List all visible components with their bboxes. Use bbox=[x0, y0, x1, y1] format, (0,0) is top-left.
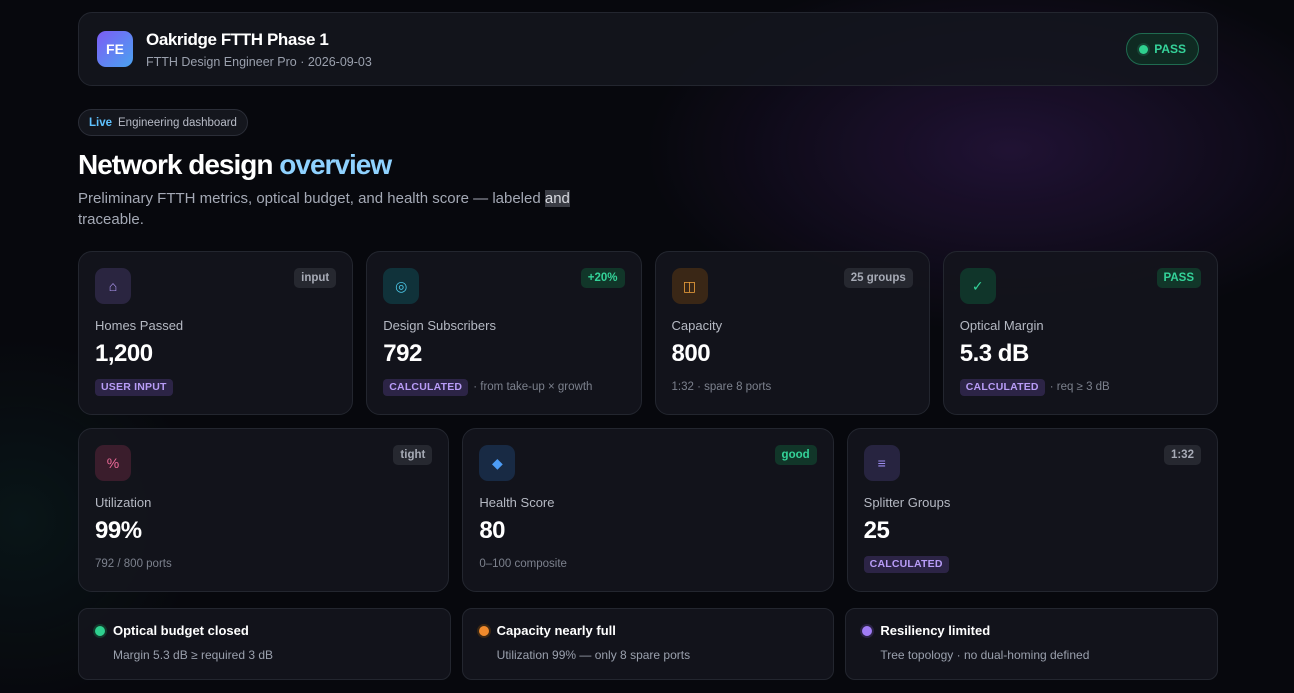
metric-footer: CALCULATED bbox=[863, 555, 1201, 573]
alert-header: Optical budget closed bbox=[95, 623, 434, 638]
source-badge: CALCULATED bbox=[863, 555, 949, 573]
source-badge: CALCULATED bbox=[959, 378, 1045, 396]
metric-card-capacity[interactable]: ◫ 25 groups Capacity 800 1:32 · spare 8 … bbox=[654, 251, 930, 415]
metric-value: 1,200 bbox=[95, 340, 153, 367]
metric-card-utilization[interactable]: % tight Utilization 99% 792 / 800 ports bbox=[78, 428, 450, 592]
metric-tag: 1:32 bbox=[1163, 445, 1201, 465]
metric-card-optical-margin[interactable]: ✓ PASS Optical Margin 5.3 dB CALCULATED … bbox=[942, 251, 1218, 415]
live-badge: Live Engineering dashboard bbox=[78, 109, 248, 136]
metric-label: Capacity bbox=[671, 318, 723, 333]
alert-capacity[interactable]: Capacity nearly full Utilization 99% — o… bbox=[461, 608, 835, 680]
metric-tag: PASS bbox=[1156, 268, 1201, 288]
metric-label: Homes Passed bbox=[95, 318, 184, 333]
metric-tag: +20% bbox=[580, 268, 625, 288]
metric-footer: USER INPUT bbox=[95, 378, 336, 396]
metric-value: 792 bbox=[383, 340, 422, 367]
metric-note: 1:32 · spare 8 ports bbox=[671, 381, 772, 393]
page-title-accent: overview bbox=[279, 149, 392, 180]
alert-text: Tree topology · no dual-homing defined bbox=[880, 648, 1090, 662]
metric-label: Optical Margin bbox=[959, 318, 1044, 333]
description-highlight: and bbox=[544, 190, 570, 207]
page-title-main: Network design bbox=[78, 149, 273, 180]
metric-footer: CALCULATED · req ≥ 3 dB bbox=[959, 378, 1201, 396]
live-text: Engineering dashboard bbox=[118, 116, 237, 129]
metric-card-homes-passed[interactable]: ⌂ input Homes Passed 1,200 USER INPUT bbox=[78, 251, 354, 415]
percent-icon: % bbox=[95, 445, 131, 481]
metric-value: 25 bbox=[863, 517, 890, 544]
success-dot-icon bbox=[95, 625, 105, 636]
metric-note: · from take-up × growth bbox=[473, 381, 593, 393]
dashboard: FE Oakridge FTTH Phase 1 FTTH Design Eng… bbox=[78, 12, 1219, 693]
status-dot-icon bbox=[1139, 44, 1149, 54]
alert-title: Resiliency limited bbox=[880, 623, 991, 638]
metric-label: Health Score bbox=[479, 495, 555, 510]
metric-footer: 0–100 composite bbox=[479, 555, 816, 573]
diamond-icon: ◆ bbox=[479, 445, 516, 481]
page-title: Network design overview bbox=[78, 148, 1218, 182]
alert-title: Optical budget closed bbox=[113, 623, 249, 638]
alerts-row: Optical budget closed Margin 5.3 dB ≥ re… bbox=[78, 608, 1219, 680]
alert-text: Utilization 99% — only 8 spare ports bbox=[496, 648, 691, 662]
project-subtitle: FTTH Design Engineer Pro · 2026-09-03 bbox=[146, 54, 372, 69]
alert-optical-budget[interactable]: Optical budget closed Margin 5.3 dB ≥ re… bbox=[78, 608, 451, 680]
metric-footer: 1:32 · spare 8 ports bbox=[672, 378, 913, 396]
page-description: Preliminary FTTH metrics, optical budget… bbox=[78, 188, 598, 230]
metric-note: 0–100 composite bbox=[479, 558, 567, 570]
metric-card-health-score[interactable]: ◆ good Health Score 80 0–100 composite bbox=[462, 428, 834, 592]
status-label: PASS bbox=[1154, 42, 1186, 56]
description-start: Preliminary FTTH metrics, optical budget… bbox=[78, 190, 541, 207]
metric-footer: 792 / 800 ports bbox=[95, 555, 432, 573]
subscribers-icon: ◎ bbox=[383, 268, 420, 304]
alert-text: Margin 5.3 dB ≥ required 3 dB bbox=[113, 648, 274, 662]
splitter-icon: ≡ bbox=[863, 445, 900, 481]
metric-value: 5.3 dB bbox=[959, 340, 1030, 367]
metric-label: Splitter Groups bbox=[863, 495, 951, 510]
metrics-row-1: ⌂ input Homes Passed 1,200 USER INPUT ◎ … bbox=[78, 251, 1218, 415]
source-badge: CALCULATED bbox=[383, 378, 469, 396]
warning-dot-icon bbox=[478, 625, 489, 636]
metric-note: · req ≥ 3 dB bbox=[1049, 381, 1110, 393]
metric-label: Utilization bbox=[95, 495, 152, 510]
project-header: FE Oakridge FTTH Phase 1 FTTH Design Eng… bbox=[78, 12, 1218, 86]
alert-header: Resiliency limited bbox=[862, 623, 1201, 638]
source-badge: USER INPUT bbox=[95, 378, 173, 396]
status-badge[interactable]: PASS bbox=[1126, 33, 1199, 65]
description-end: traceable. bbox=[78, 211, 144, 228]
metric-tag: good bbox=[774, 445, 817, 465]
home-icon: ⌂ bbox=[95, 268, 131, 304]
metric-value: 80 bbox=[479, 517, 506, 544]
app-logo: FE bbox=[97, 31, 133, 67]
info-dot-icon bbox=[862, 625, 873, 636]
metric-card-splitter-groups[interactable]: ≡ 1:32 Splitter Groups 25 CALCULATED bbox=[846, 428, 1218, 592]
metric-value: 99% bbox=[95, 517, 142, 544]
alert-header: Capacity nearly full bbox=[478, 623, 818, 638]
metrics-row-2: % tight Utilization 99% 792 / 800 ports … bbox=[78, 428, 1218, 592]
metric-tag: 25 groups bbox=[843, 268, 913, 288]
live-label: Live bbox=[89, 116, 113, 129]
metric-card-design-subscribers[interactable]: ◎ +20% Design Subscribers 792 CALCULATED… bbox=[366, 251, 642, 415]
project-title: Oakridge FTTH Phase 1 bbox=[146, 29, 329, 49]
alert-title: Capacity nearly full bbox=[496, 623, 616, 638]
capacity-icon: ◫ bbox=[671, 268, 708, 304]
project-info: Oakridge FTTH Phase 1 FTTH Design Engine… bbox=[146, 30, 372, 69]
checkmark-icon: ✓ bbox=[959, 268, 996, 304]
metric-footer: CALCULATED · from take-up × growth bbox=[383, 378, 624, 396]
metric-label: Design Subscribers bbox=[383, 318, 496, 333]
metric-tag: tight bbox=[393, 445, 433, 465]
metric-note: 792 / 800 ports bbox=[95, 558, 172, 570]
metric-value: 800 bbox=[671, 340, 711, 367]
alert-resiliency[interactable]: Resiliency limited Tree topology · no du… bbox=[845, 608, 1219, 680]
metric-tag: input bbox=[294, 268, 337, 288]
